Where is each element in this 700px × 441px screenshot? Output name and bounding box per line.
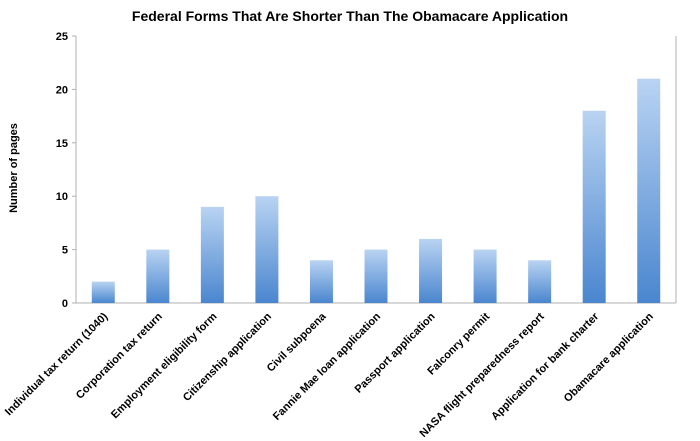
bar xyxy=(582,110,606,303)
y-tick-label: 15 xyxy=(56,138,68,150)
bar xyxy=(473,249,497,303)
bar xyxy=(637,78,661,303)
y-tick-label: 0 xyxy=(62,298,68,310)
bar xyxy=(91,281,115,303)
y-tick-label: 10 xyxy=(56,191,68,203)
x-tick-label: Fannie Mae loan application xyxy=(271,310,383,422)
x-tick-label: Employment eligibility form xyxy=(109,310,220,421)
x-tick-label: Application for bank charter xyxy=(489,310,602,423)
y-tick-label: 5 xyxy=(62,245,68,257)
bars xyxy=(91,78,661,303)
y-tick-label: 20 xyxy=(56,84,68,96)
bar xyxy=(309,260,333,303)
chart-title: Federal Forms That Are Shorter Than The … xyxy=(131,8,569,24)
bar xyxy=(364,249,388,303)
bar xyxy=(419,238,443,303)
x-tick-label: Obamacare application xyxy=(562,310,656,404)
y-tick-label: 25 xyxy=(56,31,68,43)
bar xyxy=(255,196,279,303)
bar xyxy=(200,206,224,303)
y-ticks: 0 5 10 15 20 25 xyxy=(56,31,76,310)
bar xyxy=(146,249,170,303)
x-tick-labels: Individual tax return (1040)Corporation … xyxy=(3,310,656,440)
x-tick-label: Citizenship application xyxy=(181,310,274,403)
x-tick-label: Individual tax return (1040) xyxy=(3,310,111,418)
bar xyxy=(528,260,552,303)
